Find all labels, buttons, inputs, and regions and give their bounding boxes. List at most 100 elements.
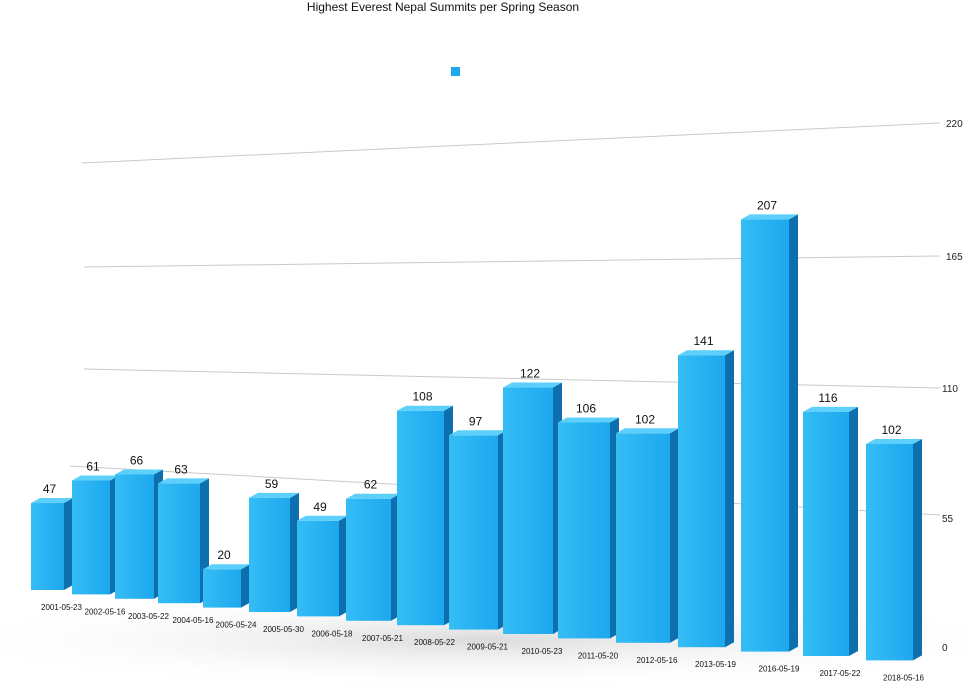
- x-tick-label: 2005-05-30: [263, 625, 304, 634]
- x-tick-label: 2016-05-19: [759, 665, 800, 674]
- data-label: 62: [364, 478, 378, 492]
- bar-top: [397, 405, 453, 411]
- bar-group: [616, 428, 679, 643]
- bar-side: [913, 438, 922, 661]
- data-label: 116: [818, 391, 837, 405]
- bar: [203, 569, 241, 608]
- data-label: 47: [43, 482, 57, 496]
- data-label: 59: [265, 477, 279, 491]
- bar: [72, 480, 110, 595]
- data-label: 61: [86, 460, 100, 474]
- bar-group: [449, 430, 507, 630]
- bar-top: [297, 515, 348, 521]
- x-tick-label: 2003-05-22: [128, 612, 169, 621]
- data-label: 106: [576, 401, 596, 415]
- bar-side: [241, 564, 250, 608]
- bar: [866, 443, 913, 661]
- x-tick-label: 2006-05-18: [312, 629, 353, 638]
- bar-group: [866, 438, 922, 661]
- x-tick-label: 2013-05-19: [695, 660, 736, 669]
- bar-top: [803, 406, 858, 412]
- data-label: 122: [520, 367, 540, 381]
- bar-group: [503, 382, 562, 634]
- data-label: 102: [635, 412, 655, 426]
- bar: [115, 474, 154, 599]
- bar: [741, 219, 789, 652]
- x-tick-label: 2005-05-24: [216, 621, 257, 630]
- bar: [297, 520, 339, 617]
- bar-top: [616, 428, 679, 434]
- bar-top: [449, 430, 507, 436]
- bar-top: [203, 564, 250, 570]
- bar-top: [31, 498, 73, 504]
- bar-group: [741, 214, 798, 652]
- bar: [449, 435, 498, 630]
- data-label: 102: [881, 423, 901, 437]
- data-label: 49: [313, 500, 327, 514]
- x-tick-label: 2009-05-21: [467, 643, 508, 652]
- x-tick-label: 2011-05-20: [578, 651, 619, 660]
- bar-group: [158, 478, 209, 604]
- x-tick-label: 2012-05-16: [637, 656, 678, 665]
- x-tick-label: 2017-05-22: [820, 669, 861, 678]
- x-tick-label: 2010-05-23: [522, 647, 563, 656]
- data-label: 66: [130, 453, 144, 467]
- bar: [503, 387, 553, 634]
- bar-group: [558, 417, 619, 639]
- bar-group: [346, 493, 400, 621]
- bar-side: [290, 492, 299, 612]
- y-tick-label: 55: [942, 514, 954, 525]
- bar: [558, 422, 610, 639]
- bar-top: [741, 214, 798, 220]
- bar-group: [249, 492, 299, 612]
- x-tick-label: 2007-05-21: [362, 634, 403, 643]
- bar: [158, 483, 200, 604]
- data-label: 63: [174, 462, 188, 476]
- bar-side: [64, 498, 73, 590]
- bar: [397, 410, 444, 626]
- data-label: 20: [217, 548, 231, 562]
- bar-top: [558, 417, 619, 423]
- bar-group: [397, 405, 453, 626]
- bar-group: [678, 350, 734, 648]
- data-label: 97: [469, 414, 483, 428]
- bar-top: [866, 438, 922, 444]
- y-tick-label: 220: [946, 119, 963, 130]
- gridline: [83, 255, 941, 268]
- bar-group: [203, 564, 250, 608]
- data-label: 108: [412, 390, 432, 404]
- x-tick-label: 2004-05-16: [173, 616, 214, 625]
- data-label: 141: [693, 334, 713, 348]
- bar-top: [249, 492, 299, 498]
- bar-group: [72, 475, 119, 595]
- bar: [31, 503, 64, 590]
- bar-side: [849, 406, 858, 656]
- legend-swatch[interactable]: [451, 67, 460, 76]
- bar-top: [72, 475, 119, 481]
- y-tick-label: 110: [942, 384, 958, 395]
- bar-top: [115, 469, 163, 475]
- bar: [346, 498, 391, 621]
- x-tick-label: 2001-05-23: [41, 603, 82, 612]
- bar-top: [503, 382, 562, 388]
- bar-top: [158, 478, 209, 484]
- bar-group: [297, 515, 348, 617]
- bar-side: [339, 515, 348, 617]
- bar-group: [115, 469, 163, 599]
- bar-group: [31, 498, 73, 590]
- bar-side: [789, 214, 798, 652]
- x-tick-label: 2018-05-16: [883, 673, 924, 682]
- bar-top: [678, 350, 734, 356]
- chart-title: Highest Everest Nepal Summits per Spring…: [306, 0, 580, 14]
- gridline: [81, 122, 941, 164]
- bar-top: [346, 493, 400, 499]
- data-label: 207: [757, 198, 777, 212]
- bar: [616, 433, 670, 643]
- bar: [249, 497, 290, 612]
- bar-group: [803, 406, 858, 656]
- bar-side: [670, 428, 679, 643]
- y-tick-label: 0: [942, 643, 948, 654]
- x-tick-label: 2008-05-22: [414, 638, 455, 647]
- x-tick-label: 2002-05-16: [85, 607, 126, 616]
- bar: [803, 411, 849, 656]
